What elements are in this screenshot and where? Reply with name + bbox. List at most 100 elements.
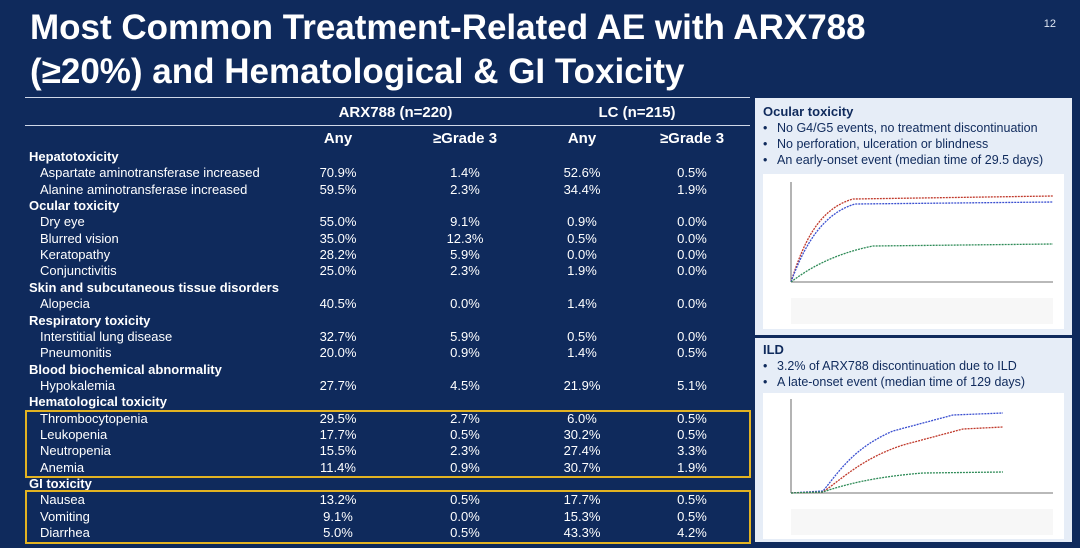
group-header-lc: LC (n=215) [598,104,676,121]
table-top-rule [25,97,750,98]
value-cell: 15.3% [563,508,601,524]
value-cell: 21.9% [563,377,601,393]
ae-label: Hypokalemia [40,377,116,393]
value-cell: 0.0% [677,263,707,279]
col-header-g3-lc: ≥Grade 3 [659,130,725,147]
ild-bullets: 3.2% of ARX788 discontinuation due to IL… [763,358,1068,390]
value-cell: 4.5% [450,377,480,393]
value-cell: 0.5% [677,492,707,508]
value-cell: 27.7% [319,377,357,393]
value-cell: 70.9% [319,165,357,181]
value-cell: 4.2% [677,525,707,541]
value-cell: 3.3% [677,443,707,459]
table-row: Keratopathy 28.2% 5.9% 0.0% 0.0% [25,247,750,263]
col-header-g3-arx788: ≥Grade 3 [432,130,498,147]
value-cell: 5.9% [450,247,480,263]
value-cell: 30.2% [563,426,601,442]
table-row: Diarrhea 5.0% 0.5% 43.3% 4.2% [25,525,750,541]
value-cell: 0.9% [567,214,597,230]
table-header-rule [25,125,750,126]
ocular-km-curve-image [763,174,1064,329]
value-cell: 0.5% [567,230,597,246]
value-cell: 25.0% [319,263,357,279]
value-cell: 5.1% [677,377,707,393]
value-cell: 0.0% [450,296,480,312]
value-cell: 2.3% [450,181,480,197]
category-label: Hepatotoxicity [29,149,119,164]
category-row: GI toxicity [25,476,750,492]
col-header-any-lc: Any [567,130,597,147]
value-cell: 43.3% [563,525,601,541]
gi-highlight-box [25,490,751,544]
table-row: Alopecia 40.5% 0.0% 1.4% 0.0% [25,296,750,312]
category-label: Respiratory toxicity [29,312,151,328]
table-row: Pneumonitis 20.0% 0.9% 1.4% 0.5% [25,345,750,361]
category-row: Ocular toxicity [25,198,750,214]
value-cell: 9.1% [450,214,480,230]
value-cell: 9.1% [323,508,353,524]
value-cell: 0.5% [450,525,480,541]
value-cell: 1.4% [567,296,597,312]
table-row: Aspartate aminotransferase increased 70.9… [25,165,750,181]
ild-bullet: 3.2% of ARX788 discontinuation due to IL… [763,358,1068,374]
value-cell: 0.9% [450,345,480,361]
ocular-panel-title: Ocular toxicity [763,104,854,119]
category-label: Ocular toxicity [29,198,120,214]
value-cell: 0.0% [677,328,707,344]
ae-label: Vomiting [40,508,90,524]
ocular-bullet: No G4/G5 events, no treatment discontinu… [763,120,1068,136]
table-row: Interstitial lung disease 32.7% 5.9% 0.5% 0.… [25,329,750,345]
value-cell: 15.5% [319,443,357,459]
value-cell: 27.4% [563,443,601,459]
value-cell: 2.3% [450,263,480,279]
ae-label: Thrombocytopenia [40,410,148,426]
value-cell: 0.5% [677,426,707,442]
value-cell: 0.9% [450,459,480,475]
value-cell: 17.7% [563,492,601,508]
value-cell: 0.5% [450,492,480,508]
group-header-arx788: ARX788 (n=220) [338,104,453,121]
page-number: 12 [1043,18,1056,30]
col-header-any-arx788: Any [323,130,353,147]
title-line-2: (≥20%) and Hematological & GI Toxicity [30,52,685,91]
value-cell: 0.5% [677,165,707,181]
value-cell: 0.5% [450,426,480,442]
ae-label: Interstitial lung disease [40,328,173,344]
value-cell: 28.2% [319,247,357,263]
table-row: Neutropenia 15.5% 2.3% 27.4% 3.3% [25,443,750,459]
ae-label: Blurred vision [40,230,119,246]
value-cell: 20.0% [319,345,357,361]
value-cell: 0.0% [677,296,707,312]
ae-label: Aspartate aminotransferase increased [40,165,260,181]
table-row: Vomiting 9.1% 0.0% 15.3% 0.5% [25,509,750,525]
ae-label: Diarrhea [40,525,90,541]
ild-km-curve-image [763,393,1064,539]
value-cell: 35.0% [319,230,357,246]
value-cell: 0.0% [677,214,707,230]
value-cell: 0.0% [450,508,480,524]
value-cell: 52.6% [563,165,601,181]
ae-label: Nausea [40,492,85,508]
value-cell: 6.0% [567,410,597,426]
ild-bullet: A late-onset event (median time of 129 d… [763,374,1068,390]
value-cell: 5.9% [450,328,480,344]
value-cell: 1.9% [677,459,707,475]
value-cell: 34.4% [563,181,601,197]
table-row: Dry eye 55.0% 9.1% 0.9% 0.0% [25,214,750,230]
value-cell: 1.9% [567,263,597,279]
value-cell: 2.7% [450,410,480,426]
value-cell: 55.0% [319,214,357,230]
value-cell: 0.0% [677,230,707,246]
category-row: Respiratory toxicity [25,313,750,329]
value-cell: 1.4% [450,165,480,181]
value-cell: 12.3% [446,230,484,246]
ae-label: Neutropenia [40,443,111,459]
value-cell: 0.5% [677,410,707,426]
ild-panel-title: ILD [763,342,784,357]
value-cell: 0.0% [567,247,597,263]
ocular-bullet: No perforation, ulceration or blindness [763,136,1068,152]
ae-label: Conjunctivitis [40,263,117,279]
value-cell: 13.2% [319,492,357,508]
value-cell: 30.7% [563,459,601,475]
category-label: Blood biochemical abnormality [29,361,222,377]
